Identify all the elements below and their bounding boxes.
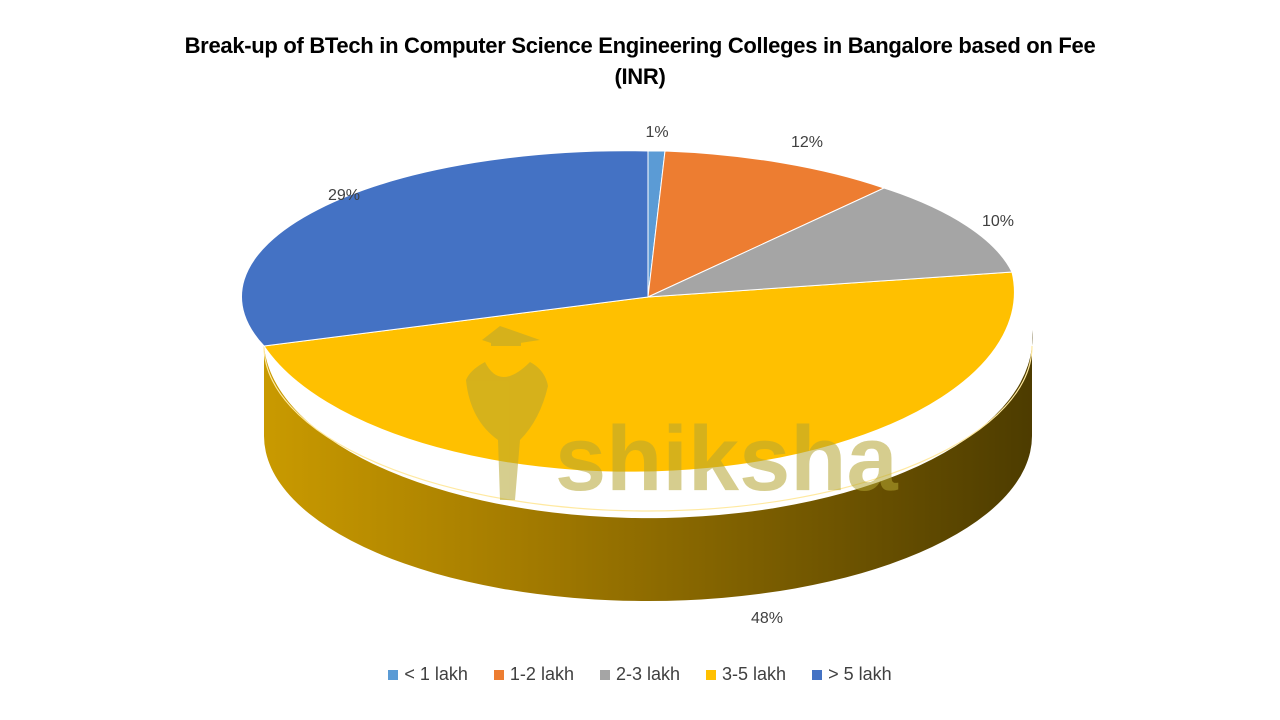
legend-item-lt-1-lakh: < 1 lakh [388,664,468,685]
legend-item-gt-5-lakh: > 5 lakh [812,664,892,685]
legend-label: 1-2 lakh [509,664,574,684]
pie-side-3-5-lakh [264,330,1033,601]
data-label-1-2-lakh: 12% [790,134,824,151]
legend-label: > 5 lakh [828,664,892,684]
svg-text:shiksha: shiksha [555,408,898,510]
data-label-gt-5-lakh: 29% [327,187,361,204]
pie-slice-gt-5-lakh [241,150,649,347]
shiksha-watermark-icon: shiksha [466,326,898,510]
data-label-3-5-lakh: 48% [750,610,784,627]
legend-swatch [599,669,610,680]
legend-item-2-3-lakh: 2-3 lakh [599,664,681,685]
legend-item-3-5-lakh: 3-5 lakh [706,664,786,685]
legend-swatch [706,669,717,680]
legend-label: 2-3 lakh [615,664,681,684]
chart-title: Break-up of BTech in Computer Science En… [0,30,1280,92]
chart-legend: < 1 lakh 1-2 lakh 2-3 lakh 3-5 lakh > 5 … [0,664,1280,685]
pie-slice-3-5-lakh [263,271,1015,473]
data-label-lt-1-lakh: 1% [645,124,669,141]
legend-label: < 1 lakh [404,664,468,684]
chart-title-line2: (INR) [614,64,666,89]
legend-swatch [812,669,823,680]
legend-swatch [493,669,504,680]
chart-title-line1: Break-up of BTech in Computer Science En… [184,33,1096,58]
legend-swatch [388,669,399,680]
data-label-2-3-lakh: 10% [981,213,1015,230]
legend-label: 3-5 lakh [722,664,787,684]
pie-slice-1-2-lakh [647,150,886,298]
pie-slice-2-3-lakh [647,187,1013,298]
legend-item-1-2-lakh: 1-2 lakh [493,664,574,685]
